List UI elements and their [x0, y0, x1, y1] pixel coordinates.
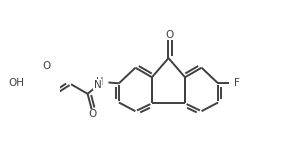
Text: H: H — [96, 77, 103, 87]
Text: F: F — [234, 78, 240, 88]
Text: N: N — [94, 80, 102, 90]
Text: OH: OH — [8, 78, 24, 88]
Text: O: O — [42, 61, 51, 71]
Text: O: O — [165, 30, 173, 40]
Text: O: O — [88, 109, 97, 119]
